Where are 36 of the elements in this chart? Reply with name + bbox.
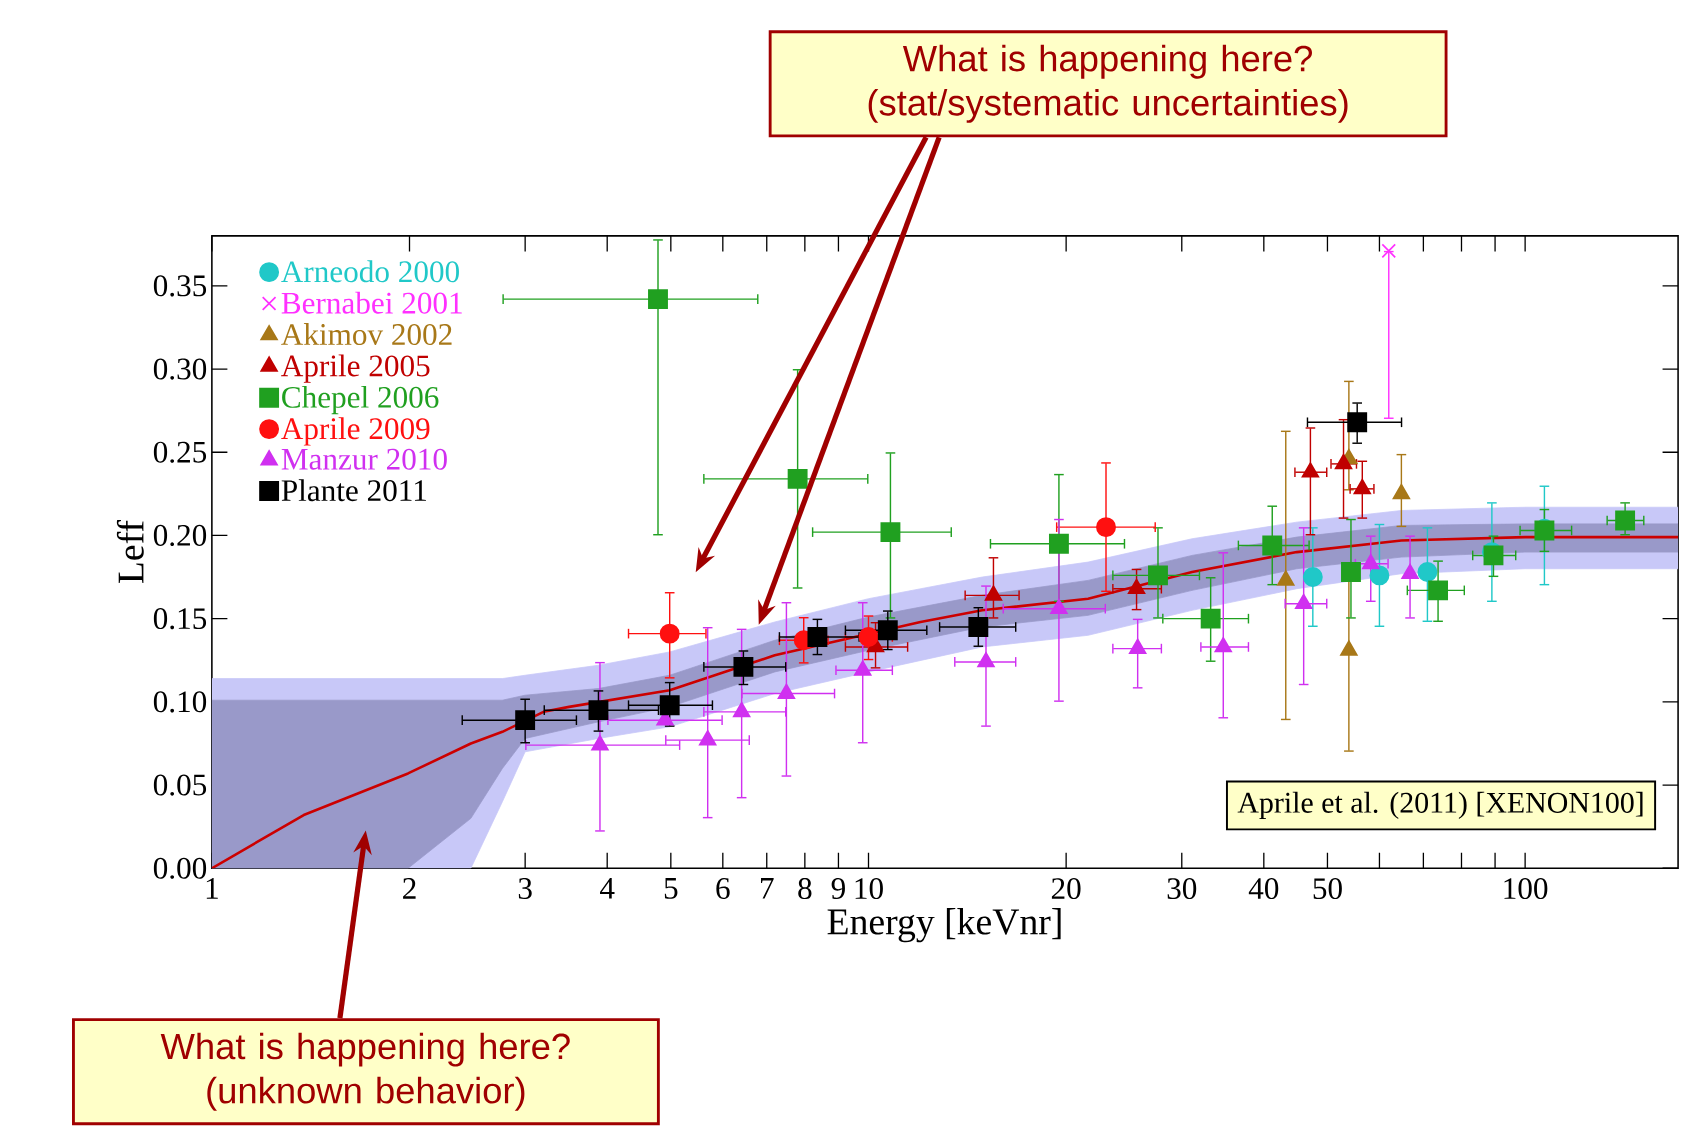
- x-axis-title: Energy [keVnr]: [827, 908, 1061, 943]
- annotation: Aprile et al. (2011) [XENON100]: [1237, 792, 1643, 820]
- text: What is happening here? (stat/systematic uncertainties): [868, 44, 1348, 124]
- x-tick-label: 2: [403, 878, 416, 899]
- legend-label: Chepel 2006: [282, 386, 439, 415]
- y-axis-title: Leff: [116, 520, 144, 584]
- x-tick-label: 3: [518, 878, 532, 900]
- x-tick-label: 6: [716, 878, 730, 900]
- x-tick-label: 7: [761, 878, 774, 899]
- legend-label: Aprile 2009: [281, 417, 430, 446]
- y-tick-label: 0.05: [153, 774, 207, 796]
- x-tick-label: 4: [600, 878, 615, 899]
- x-tick-label: 20: [1051, 878, 1081, 900]
- legend-label: Manzur 2010: [281, 448, 447, 470]
- legend-label: Arneodo 2000: [281, 260, 459, 283]
- legend-label: Bernabei 2001: [281, 291, 462, 314]
- x-tick-label: 10: [855, 878, 883, 900]
- y-tick-label: 0.15: [153, 608, 207, 630]
- y-tick-label: 0.35: [153, 275, 207, 297]
- x-tick-label: 8: [798, 878, 812, 900]
- x-tick-label: 30: [1167, 878, 1197, 900]
- legend-label: Aprile 2005: [281, 354, 430, 383]
- x-tick-label: 40: [1248, 878, 1279, 900]
- x-tick-label: 100: [1504, 878, 1548, 900]
- text: What is happening here? (unknown behavior): [160, 1032, 570, 1111]
- y-tick-label: 0.10: [153, 691, 207, 713]
- y-tick-label: 0.00: [153, 857, 207, 880]
- x-tick-label: 9: [831, 878, 845, 900]
- x-tick-label: 50: [1313, 878, 1342, 900]
- x-tick-label: 5: [664, 878, 678, 899]
- y-tick-label: 0.30: [153, 358, 207, 380]
- legend-label: Plante 2011: [281, 479, 426, 502]
- legend-label: Akimov 2002: [281, 323, 452, 346]
- y-tick-label: 0.25: [153, 441, 207, 463]
- y-tick-label: 0.20: [153, 525, 207, 547]
- x-tick-label: 1: [206, 878, 218, 899]
